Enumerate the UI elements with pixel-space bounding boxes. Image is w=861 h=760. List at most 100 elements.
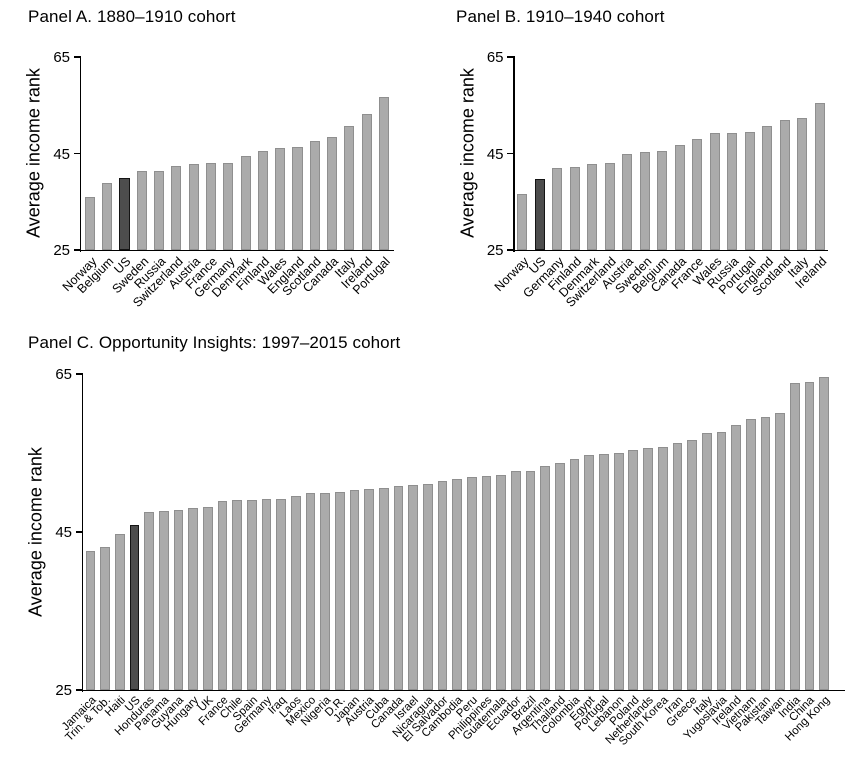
bar-jamaica [85, 550, 96, 690]
bar-japan [349, 490, 360, 690]
y-tick-mark [73, 152, 80, 155]
bar-spain [247, 499, 257, 690]
bar-philippines [481, 475, 492, 690]
bar-cuba [379, 487, 389, 690]
bar-france [692, 138, 703, 250]
bar-cambodia [452, 479, 463, 690]
bar-iraq [276, 498, 287, 690]
bar-norway [84, 197, 95, 250]
y-tick-mark [507, 152, 513, 155]
bar-belgium [657, 150, 668, 250]
bar-laos [291, 495, 301, 690]
y-axis-line [79, 56, 82, 252]
bar-taiwan [775, 412, 785, 690]
bar-chile [232, 500, 243, 690]
panel-c-plot-area: 25 45 65 Jamaica Trin. & Tob. Haiti US Honduras… [0, 330, 861, 760]
bar-portugal [378, 96, 390, 250]
y-tick-label: 25 [55, 682, 72, 699]
bar-thailand [555, 463, 565, 690]
bar-belgium [102, 183, 113, 250]
y-tick-mark [507, 56, 513, 58]
bar-pakistan [760, 416, 771, 690]
bar-hong-kong [819, 377, 829, 690]
bar-china [804, 381, 815, 690]
bar-russia [727, 133, 738, 250]
bar-hungary [188, 508, 199, 690]
bar-italy [701, 433, 712, 690]
bar-argentina [540, 465, 551, 690]
bar-us [129, 524, 140, 690]
bar-uk [203, 506, 213, 690]
bar-russia [154, 171, 165, 250]
bar-england [762, 125, 773, 250]
y-tick-mark [75, 689, 82, 691]
bar-netherlands [643, 448, 653, 690]
bar-yugoslavia [716, 431, 727, 690]
bar-france [217, 501, 228, 690]
bar-portugal [599, 453, 609, 690]
bar-mexico [305, 492, 316, 690]
y-tick-mark [507, 249, 513, 251]
bar-nigeria [320, 492, 331, 690]
bar-vietnam [745, 419, 756, 690]
panel-a: Panel A. 1880–1910 cohort Average income… [0, 0, 430, 330]
bar-canada [327, 136, 338, 250]
bar-ireland [361, 114, 372, 250]
bar-germany [261, 498, 272, 690]
bar-wales [709, 133, 720, 250]
bar-denmark [240, 156, 251, 250]
x-axis-line [79, 249, 394, 252]
bar-ecuador [511, 471, 521, 690]
panel-c: Panel C. Opportunity Insights: 1997–2015… [0, 330, 861, 760]
bar-us [119, 178, 130, 250]
y-tick-mark [73, 56, 80, 58]
bar-lebanon [613, 453, 624, 690]
y-tick-label: 45 [55, 524, 72, 541]
bar-ireland [731, 425, 741, 690]
bar-canada [393, 486, 404, 690]
y-tick-label: 65 [55, 366, 72, 383]
bar-switzerland [171, 166, 182, 250]
panel-a-plot-area: 25 45 65 Norway Belgium US Sweden Russia Switzer… [0, 0, 430, 330]
bar-peru [467, 477, 477, 690]
bar-portugal [744, 132, 755, 250]
y-tick-label: 65 [486, 49, 504, 66]
y-tick-label: 25 [486, 242, 504, 259]
panel-b: Panel B. 1910–1940 cohort Average income… [430, 0, 861, 330]
bar-ireland [814, 102, 825, 250]
bar-scotland [309, 140, 320, 250]
bar-germany [223, 162, 234, 250]
y-tick-mark [75, 373, 82, 375]
bar-iran [672, 442, 683, 690]
bar-austria [364, 488, 375, 690]
bar-poland [628, 449, 639, 690]
y-axis-line [513, 56, 515, 252]
bar-trin-tob [100, 547, 111, 690]
bar-india [789, 383, 800, 690]
bar-sweden [136, 171, 147, 250]
bar-colombia [569, 458, 580, 690]
bar-wales [275, 148, 286, 250]
y-tick-label: 65 [53, 49, 70, 66]
x-axis-line [81, 689, 845, 692]
bar-sweden [639, 151, 650, 250]
panel-a-title: Panel A. 1880–1910 cohort [28, 7, 236, 26]
y-axis-line [81, 373, 84, 692]
bar-brazil [525, 471, 536, 690]
bar-south-korea [657, 446, 668, 690]
bar-honduras [144, 512, 155, 690]
bar-panama [159, 511, 169, 690]
bar-us [534, 178, 545, 250]
bar-nicaragua [423, 483, 433, 690]
bar-italy [344, 125, 355, 250]
bar-guyana [173, 509, 184, 690]
bar-england [292, 147, 303, 250]
y-tick-mark [73, 249, 80, 251]
bar-egypt [584, 454, 595, 690]
x-axis-line [513, 249, 828, 252]
y-tick-label: 45 [486, 145, 504, 163]
bar-finland [569, 167, 580, 250]
bar-austria [622, 154, 633, 250]
bar-italy [797, 118, 808, 250]
